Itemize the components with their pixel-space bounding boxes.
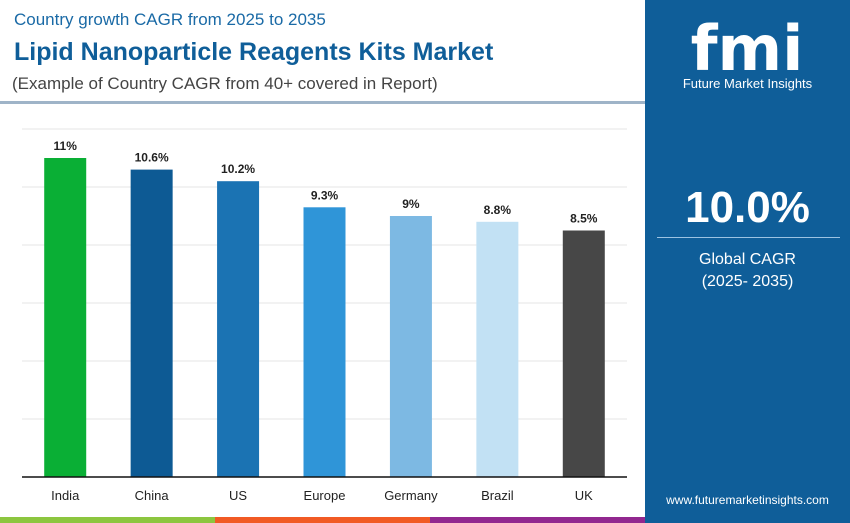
fmi-logo: fmi	[691, 12, 804, 74]
bar-china	[130, 169, 173, 477]
bar-uk	[562, 230, 605, 477]
bar-india	[44, 158, 87, 477]
chart-note: (Example of Country CAGR from 40+ covere…	[12, 74, 438, 93]
data-label: 9.3%	[311, 188, 339, 202]
x-tick-label: Brazil	[481, 488, 514, 503]
data-label: 8.8%	[484, 203, 512, 217]
header-divider	[0, 101, 645, 104]
svg-text:fmi: fmi	[691, 12, 804, 74]
data-label: 9%	[402, 197, 420, 211]
divider	[657, 237, 840, 238]
sidebar-panel	[645, 0, 850, 523]
data-label: 10.2%	[221, 162, 255, 176]
x-tick-label: Germany	[384, 488, 438, 503]
chart-subtitle: Country growth CAGR from 2025 to 2035	[14, 10, 326, 29]
chart-title: Lipid Nanoparticle Reagents Kits Market	[14, 38, 494, 66]
bar-us	[217, 181, 260, 477]
bar-europe	[303, 207, 346, 478]
global-cagr-period: (2025- 2035)	[701, 273, 794, 290]
global-cagr-value: 10.0%	[685, 183, 810, 232]
global-cagr-text: Global CAGR	[699, 251, 796, 268]
data-label: 10.6%	[135, 151, 169, 165]
footer-stripe-purple	[430, 517, 645, 523]
data-label: 8.5%	[570, 212, 598, 226]
bar-chart: 11% India 10.6% China 10.2% US 9.3% Europe 9% Ger…	[22, 128, 627, 503]
bar-brazil	[476, 221, 519, 477]
global-cagr-label: Global CAGR (2025- 2035)	[645, 249, 850, 293]
website-link[interactable]: www.futuremarketinsights.com	[666, 493, 829, 507]
x-tick-label: US	[229, 488, 247, 503]
x-tick-label: UK	[575, 488, 593, 503]
bar-germany	[389, 216, 432, 477]
brand-name: Future Market Insights	[682, 76, 813, 91]
x-tick-label: Europe	[304, 488, 346, 503]
x-tick-label: China	[135, 488, 170, 503]
x-tick-label: India	[51, 488, 80, 503]
footer-stripe-green	[0, 517, 215, 523]
data-label: 11%	[54, 139, 78, 153]
footer-stripe-orange	[215, 517, 430, 523]
